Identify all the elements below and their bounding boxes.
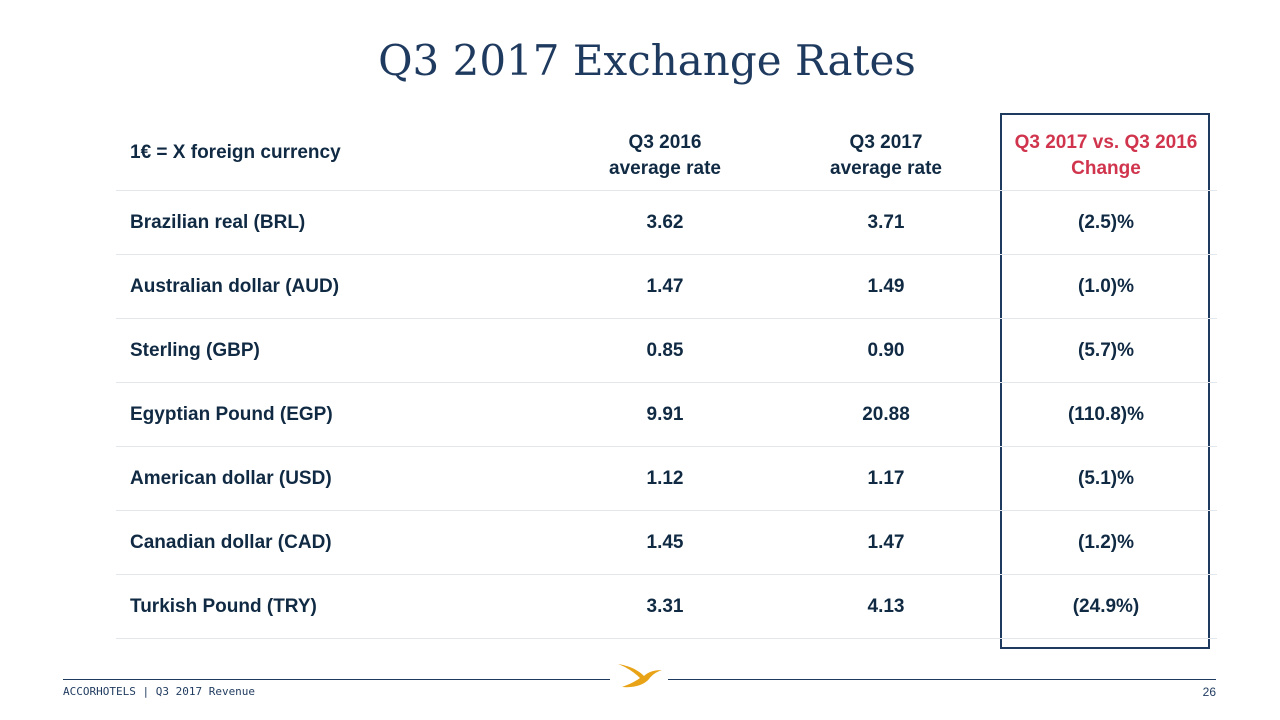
q3-2017-rate: 1.49: [867, 276, 905, 297]
table-row: Canadian dollar (CAD) 1.45 1.47 (1.2)%: [116, 511, 1217, 575]
q3-2016-rate: 1.45: [646, 532, 684, 553]
header-change-line2: Change: [1071, 158, 1141, 179]
q3-2017-rate: 3.71: [867, 212, 905, 233]
q3-2017-rate: 4.13: [867, 596, 905, 617]
rate-change: (2.5)%: [1078, 212, 1134, 233]
header-q3-2016-line1: Q3 2016: [628, 132, 702, 153]
currency-name: Egyptian Pound (EGP): [130, 404, 333, 425]
exchange-rate-table: 1€ = X foreign currency Q3 2016 average …: [116, 122, 1217, 639]
table-row: Sterling (GBP) 0.85 0.90 (5.7)%: [116, 319, 1217, 383]
table-row: Australian dollar (AUD) 1.47 1.49 (1.0)%: [116, 255, 1217, 319]
q3-2017-rate: 0.90: [867, 340, 905, 361]
q3-2017-rate: 20.88: [862, 404, 910, 425]
rate-change: (110.8)%: [1067, 404, 1145, 425]
q3-2016-rate: 0.85: [646, 340, 684, 361]
currency-name: Canadian dollar (CAD): [130, 532, 332, 553]
rate-change: (1.0)%: [1078, 276, 1134, 297]
currency-name: American dollar (USD): [130, 468, 332, 489]
table-row: Turkish Pound (TRY) 3.31 4.13 (24.9%): [116, 575, 1217, 639]
table-row: Egyptian Pound (EGP) 9.91 20.88 (110.8)%: [116, 383, 1217, 447]
page-number: 26: [1202, 685, 1216, 699]
rate-change: (24.9%): [1072, 596, 1140, 617]
currency-name: Brazilian real (BRL): [130, 212, 306, 233]
header-change-line1: Q3 2017 vs. Q3 2016: [1014, 132, 1198, 153]
table-row: American dollar (USD) 1.12 1.17 (5.1)%: [116, 447, 1217, 511]
q3-2016-rate: 3.31: [646, 596, 684, 617]
currency-name: Australian dollar (AUD): [130, 276, 340, 297]
header-q3-2017-line1: Q3 2017: [849, 132, 923, 153]
header-q3-2016-line2: average rate: [609, 158, 721, 179]
rate-change: (5.7)%: [1078, 340, 1134, 361]
currency-name: Turkish Pound (TRY): [130, 596, 317, 617]
q3-2016-rate: 9.91: [646, 404, 684, 425]
header-change: Q3 2017 vs. Q3 2016 Change: [1001, 130, 1211, 182]
q3-2016-rate: 1.12: [646, 468, 684, 489]
q3-2017-rate: 1.47: [867, 532, 905, 553]
table-header: 1€ = X foreign currency Q3 2016 average …: [116, 122, 1217, 191]
q3-2016-rate: 3.62: [646, 212, 684, 233]
table-row: Brazilian real (BRL) 3.62 3.71 (2.5)%: [116, 191, 1217, 255]
rate-change: (1.2)%: [1078, 532, 1134, 553]
header-q3-2016: Q3 2016 average rate: [580, 130, 750, 182]
header-q3-2017-line2: average rate: [830, 158, 942, 179]
footer-text: ACCORHOTELS | Q3 2017 Revenue: [63, 685, 256, 698]
rate-change: (5.1)%: [1078, 468, 1134, 489]
accorhotels-bird-logo-icon: [618, 664, 662, 688]
header-q3-2017: Q3 2017 average rate: [801, 130, 971, 182]
currency-name: Sterling (GBP): [130, 340, 260, 361]
header-currency-label: 1€ = X foreign currency: [130, 142, 341, 163]
change-column-highlight-box: [1000, 113, 1210, 649]
q3-2017-rate: 1.17: [867, 468, 905, 489]
page-title: Q3 2017 Exchange Rates: [378, 36, 916, 85]
footer-divider-left: [63, 679, 610, 680]
footer-divider-right: [668, 679, 1216, 680]
q3-2016-rate: 1.47: [646, 276, 684, 297]
